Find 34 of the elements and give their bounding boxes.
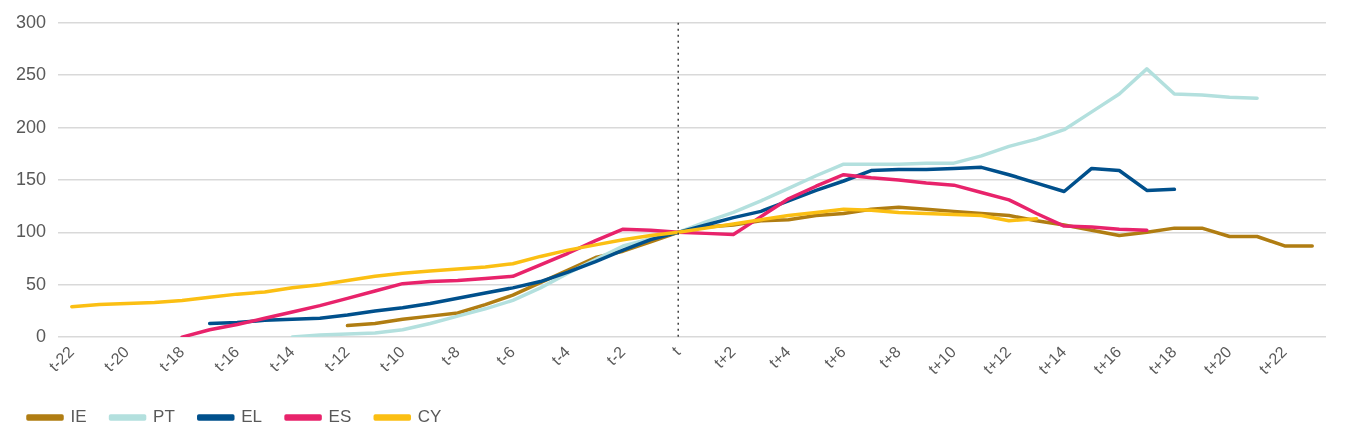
y-tick-label: 200 [15,116,47,137]
legend-label: ES [328,407,352,427]
x-tick-label: t-8 [437,343,464,369]
y-tick-label: 0 [36,326,47,347]
x-tick-label: t [668,342,684,359]
x-tick-label: t-10 [376,343,408,375]
y-tick-label: 150 [15,168,47,189]
x-tick-label: t-12 [321,343,353,375]
x-tick-label: t+22 [1255,343,1290,378]
y-tick-label: 300 [15,11,47,32]
x-tick-label: t-2 [603,343,629,369]
x-tick-label: t+10 [924,343,960,378]
legend-label: IE [70,407,87,427]
x-tick-label: t+18 [1145,343,1180,378]
x-tick-label: t+16 [1090,343,1125,378]
x-tick-label: t-6 [492,343,519,369]
x-tick-label: t+8 [875,343,905,372]
y-tick-label: 50 [26,273,47,294]
x-tick-label: t+2 [710,343,739,372]
x-tick-label: t-14 [266,343,298,375]
x-tick-label: t+6 [820,343,849,372]
x-tick-label: t-4 [547,343,574,369]
x-tick-label: t-22 [45,343,78,375]
legend-label: PT [153,407,175,427]
legend-label: EL [241,407,263,427]
x-tick-label: t+12 [979,343,1015,378]
y-tick-label: 100 [15,221,47,242]
x-tick-label: t-20 [100,343,133,375]
x-tick-label: t-18 [155,343,188,375]
legend-label: CY [417,407,442,427]
y-tick-label: 250 [15,64,47,85]
x-tick-label: t+4 [765,343,794,372]
x-tick-label: t+20 [1200,343,1235,378]
x-tick-label: t-16 [210,343,243,375]
